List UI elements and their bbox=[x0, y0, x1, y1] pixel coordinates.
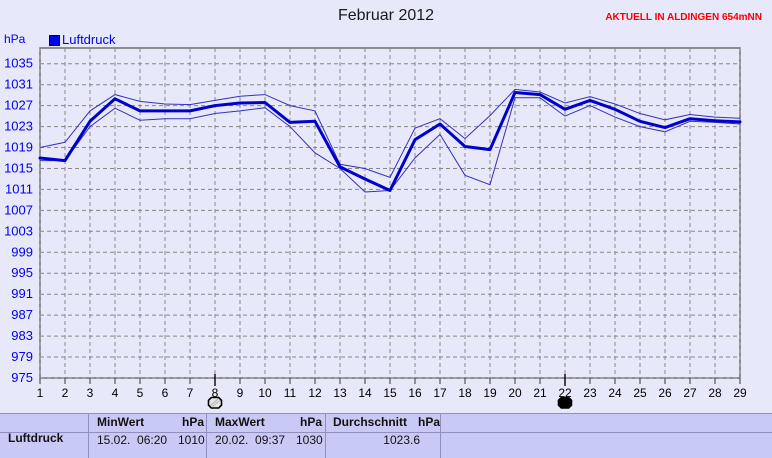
svg-text:2: 2 bbox=[62, 386, 69, 400]
svg-text:7: 7 bbox=[187, 386, 194, 400]
svg-text:24: 24 bbox=[608, 386, 622, 400]
svg-text:1027: 1027 bbox=[4, 98, 33, 113]
svg-text:991: 991 bbox=[11, 286, 33, 301]
svg-text:983: 983 bbox=[11, 328, 33, 343]
svg-text:1015: 1015 bbox=[4, 161, 33, 176]
svg-text:4: 4 bbox=[112, 386, 119, 400]
svg-text:29: 29 bbox=[733, 386, 747, 400]
svg-text:975: 975 bbox=[11, 370, 33, 385]
svg-text:987: 987 bbox=[11, 307, 33, 322]
svg-text:13: 13 bbox=[333, 386, 347, 400]
svg-text:1011: 1011 bbox=[5, 181, 33, 196]
svg-text:9: 9 bbox=[237, 386, 244, 400]
svg-text:1019: 1019 bbox=[4, 140, 33, 155]
svg-text:20: 20 bbox=[508, 386, 522, 400]
svg-text:21: 21 bbox=[533, 386, 547, 400]
svg-text:1023: 1023 bbox=[4, 119, 33, 134]
svg-text:1007: 1007 bbox=[4, 202, 33, 217]
svg-text:14: 14 bbox=[358, 386, 372, 400]
svg-text:19: 19 bbox=[483, 386, 497, 400]
svg-text:10: 10 bbox=[258, 386, 272, 400]
svg-text:1: 1 bbox=[37, 386, 44, 400]
svg-text:979: 979 bbox=[11, 349, 33, 364]
svg-text:999: 999 bbox=[11, 244, 33, 259]
svg-text:11: 11 bbox=[284, 386, 297, 400]
svg-text:25: 25 bbox=[633, 386, 647, 400]
svg-text:1035: 1035 bbox=[4, 56, 33, 71]
svg-text:17: 17 bbox=[433, 386, 447, 400]
svg-text:23: 23 bbox=[583, 386, 597, 400]
svg-text:26: 26 bbox=[658, 386, 672, 400]
svg-text:1003: 1003 bbox=[4, 223, 33, 238]
svg-text:12: 12 bbox=[308, 386, 322, 400]
svg-text:5: 5 bbox=[137, 386, 144, 400]
svg-text:3: 3 bbox=[87, 386, 94, 400]
svg-text:28: 28 bbox=[708, 386, 722, 400]
svg-text:27: 27 bbox=[683, 386, 697, 400]
svg-text:15: 15 bbox=[383, 386, 397, 400]
svg-text:6: 6 bbox=[162, 386, 169, 400]
svg-text:1031: 1031 bbox=[4, 77, 33, 92]
svg-text:16: 16 bbox=[408, 386, 422, 400]
svg-text:995: 995 bbox=[11, 265, 33, 280]
svg-text:18: 18 bbox=[458, 386, 472, 400]
